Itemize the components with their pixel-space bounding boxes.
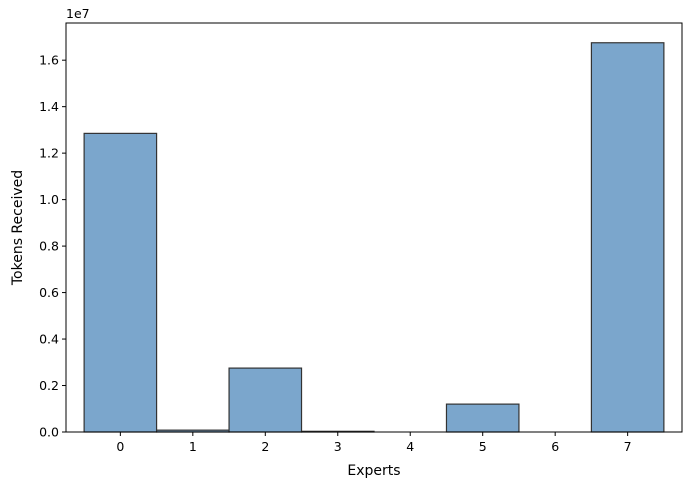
bar-expert-2 [228, 367, 303, 433]
y-tick-label: 1.2 [39, 146, 59, 161]
y-axis-label: Tokens Received [10, 170, 26, 286]
y-tick-label: 1.6 [39, 53, 59, 68]
y-tick-label: 0.2 [39, 378, 59, 393]
ticks-layer: 0 1 2 3 4 5 6 7 0.0 0.2 0.4 0.6 0.8 1.0 1.2 1.4 1.6 [39, 53, 632, 454]
y-tick-label: 0.0 [39, 425, 59, 440]
x-tick-label: 5 [479, 439, 487, 454]
x-tick-label: 1 [189, 439, 197, 454]
bar-expert-5 [445, 403, 520, 433]
y-tick-label: 0.8 [39, 239, 59, 254]
bar-expert-7 [590, 42, 665, 433]
x-tick-label: 6 [551, 439, 559, 454]
x-tick-label: 7 [624, 439, 632, 454]
plot-frame [65, 22, 683, 433]
x-tick-label: 3 [334, 439, 342, 454]
y-offset-label: 1e7 [66, 6, 90, 21]
x-tick-label: 0 [116, 439, 124, 454]
x-tick-label: 4 [406, 439, 414, 454]
y-tick-label: 1.0 [39, 192, 59, 207]
x-tick-label: 2 [261, 439, 269, 454]
y-tick-label: 1.4 [39, 99, 59, 114]
bars-layer [83, 42, 665, 433]
y-tick-label: 0.6 [39, 285, 59, 300]
y-tick-label: 0.4 [39, 332, 59, 347]
bar-expert-0 [83, 132, 158, 433]
x-axis-label: Experts [347, 463, 400, 479]
